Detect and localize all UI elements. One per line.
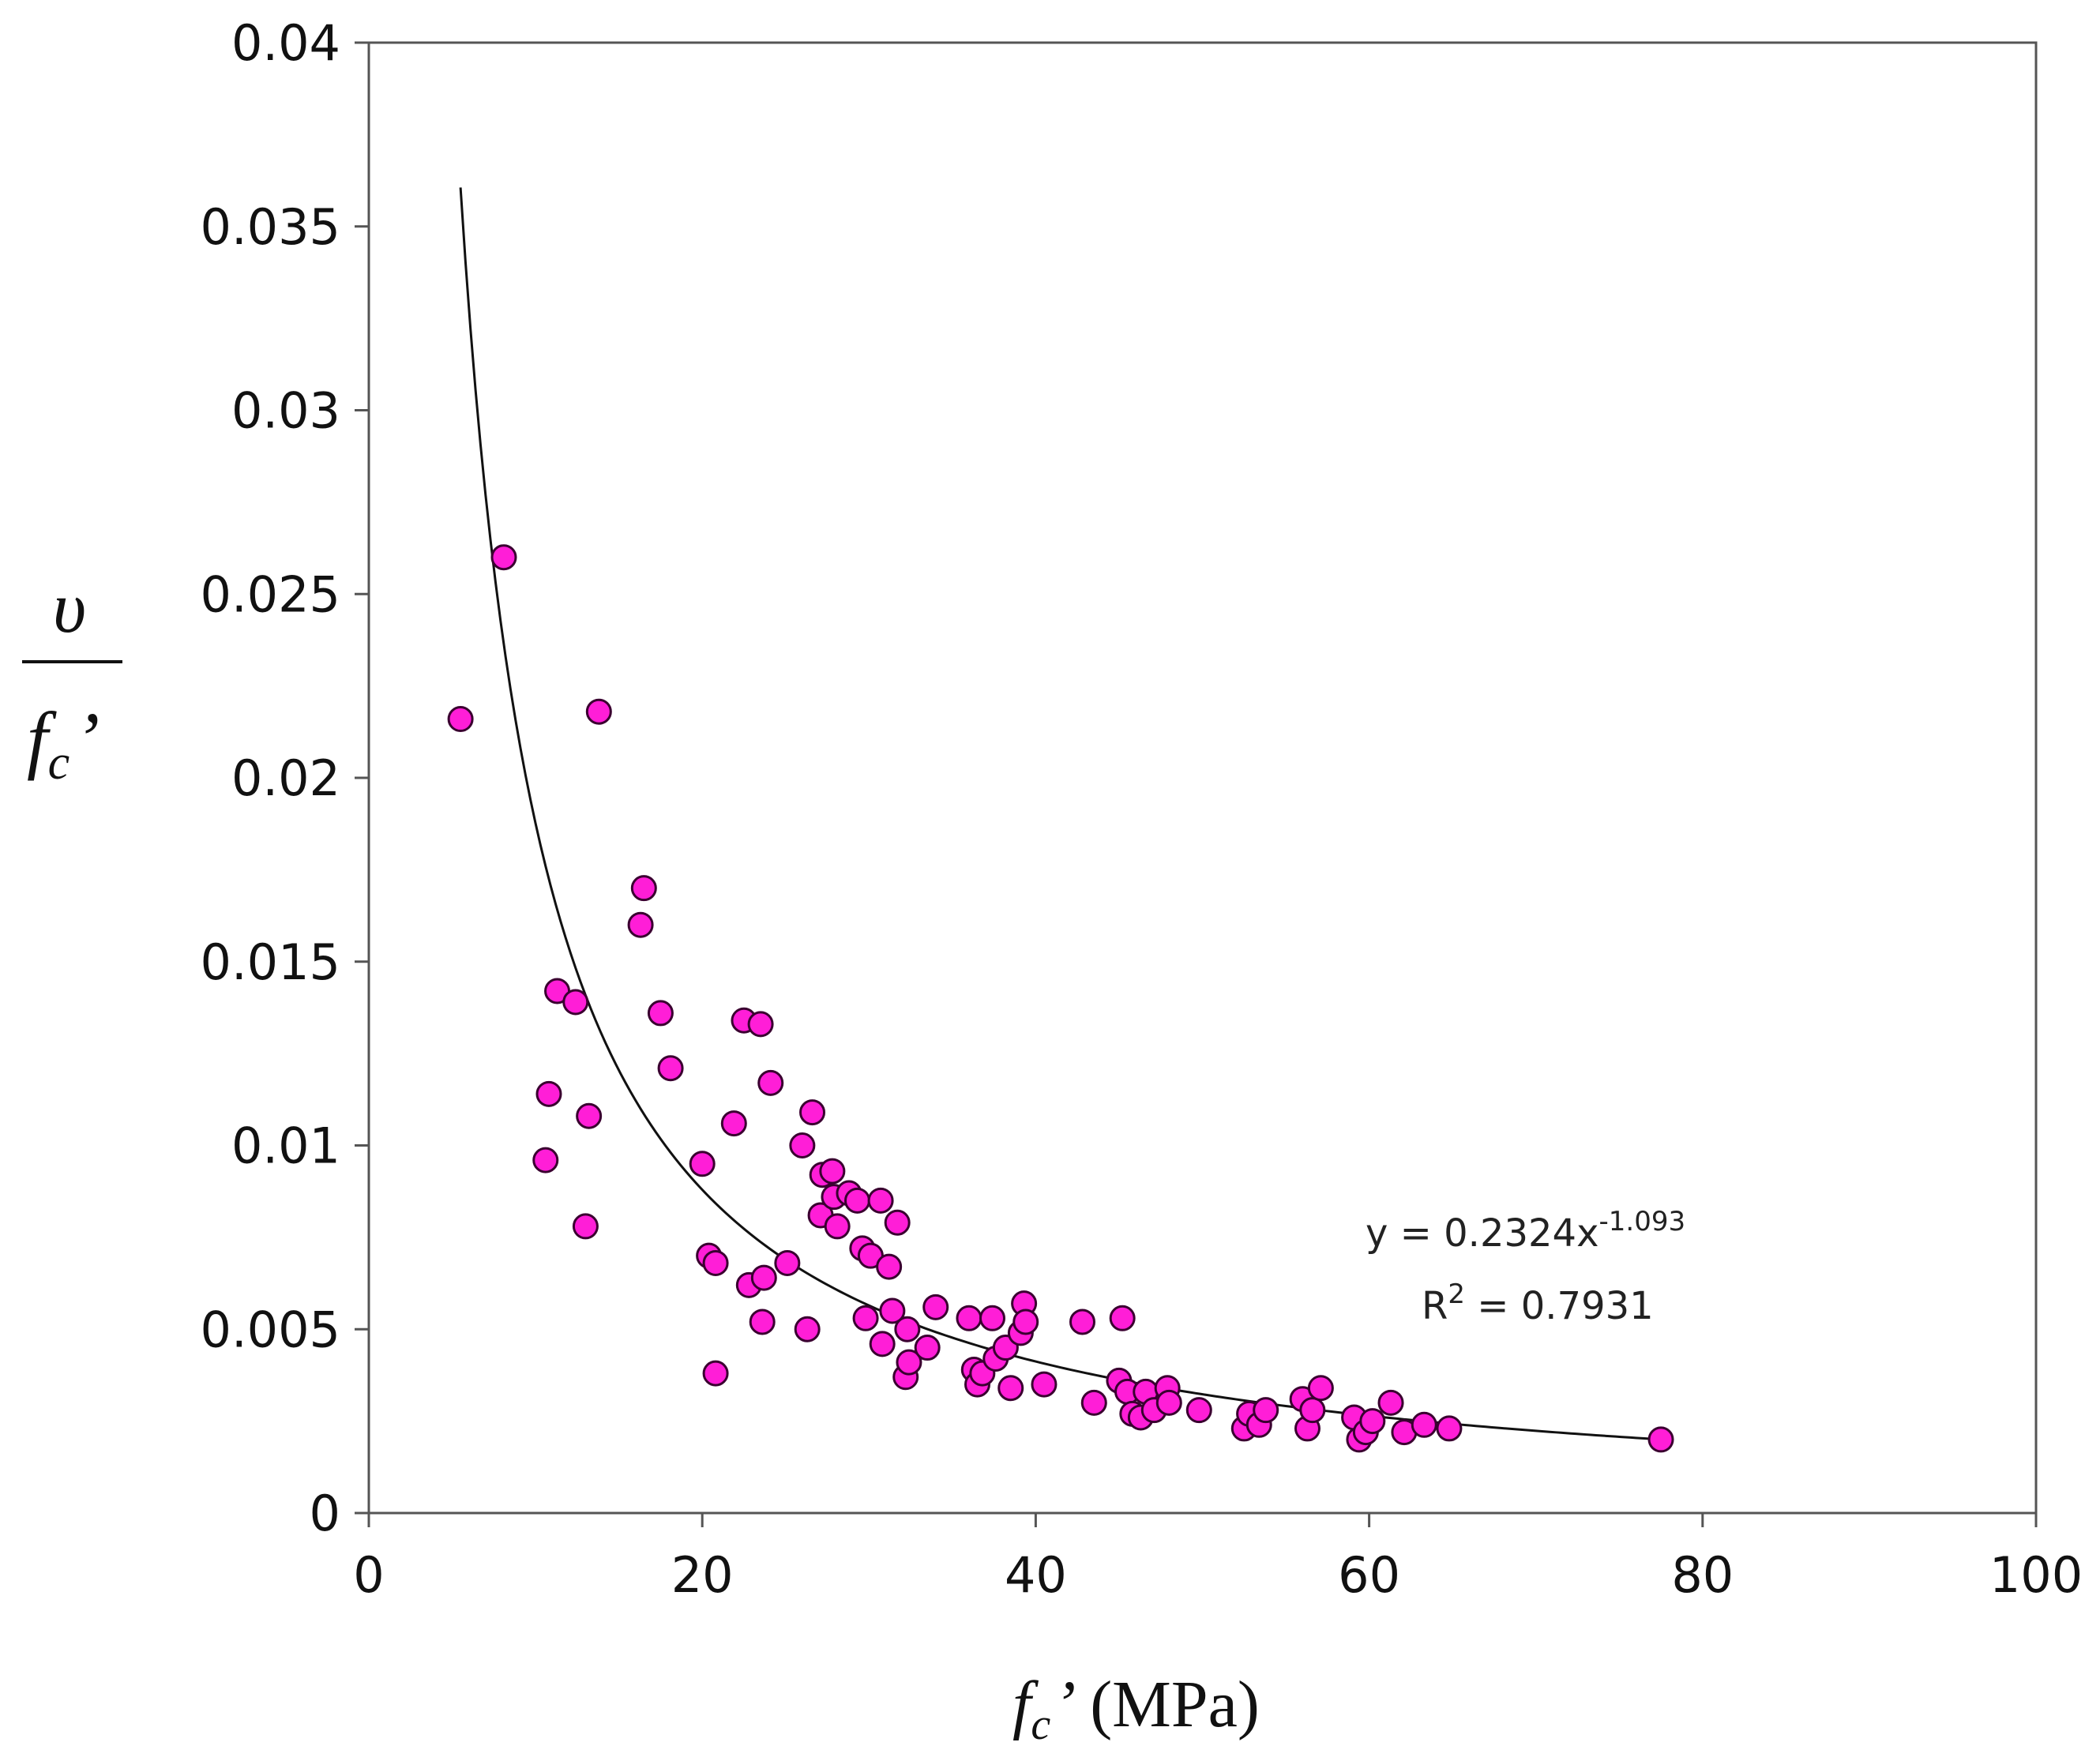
data-point [490, 544, 517, 571]
data-point [1109, 1305, 1136, 1331]
data-point [1359, 1408, 1386, 1435]
data-point [794, 1316, 821, 1342]
data-point [702, 1360, 729, 1387]
data-point [1647, 1426, 1674, 1453]
data-point [819, 1158, 846, 1185]
equation-prefix: y = 0.2324x [1366, 1211, 1599, 1256]
data-point [852, 1305, 879, 1331]
data-point [657, 1055, 684, 1082]
data-point [562, 989, 589, 1016]
x-tick-label: 40 [1005, 1546, 1067, 1604]
data-point [535, 1080, 562, 1107]
data-point [1253, 1397, 1279, 1424]
y-axis-title: υ fc’ [22, 567, 122, 790]
data-point [1031, 1371, 1058, 1398]
y-tick-label: 0.02 [231, 749, 340, 807]
data-point [757, 1069, 784, 1096]
r2-exponent: 2 [1448, 1279, 1465, 1310]
r2-value: = 0.7931 [1465, 1284, 1654, 1328]
x-tick-label: 20 [671, 1546, 734, 1604]
data-point [1436, 1415, 1463, 1442]
data-point [585, 698, 612, 725]
data-point [750, 1264, 777, 1291]
y-tick-label: 0.035 [201, 198, 341, 256]
data-point [914, 1335, 941, 1361]
y-tick-label: 0.015 [201, 933, 341, 991]
data-point [747, 1011, 774, 1038]
data-point [1411, 1411, 1437, 1438]
y-tick-label: 0.03 [231, 382, 340, 440]
y-tick-label: 0.01 [231, 1117, 340, 1175]
data-points [447, 544, 1674, 1453]
y-axis-denominator-prime: ’ [74, 697, 100, 781]
data-point [956, 1305, 982, 1331]
data-point [1377, 1389, 1404, 1416]
x-axis-subscript: c [1031, 1700, 1050, 1749]
data-point [879, 1297, 906, 1324]
y-axis-denominator: fc’ [27, 697, 100, 790]
data-point [1012, 1309, 1039, 1335]
data-point [896, 1349, 922, 1376]
data-point [1185, 1397, 1212, 1424]
trendline-equation: y = 0.2324x-1.093 [1366, 1206, 1685, 1256]
data-point [894, 1316, 921, 1342]
data-point [1307, 1375, 1334, 1402]
r2-prefix: R [1422, 1284, 1448, 1328]
y-tick-label: 0.005 [201, 1301, 341, 1358]
data-point [702, 1249, 729, 1276]
data-point [576, 1102, 603, 1129]
data-point [876, 1253, 903, 1280]
data-point [824, 1213, 851, 1240]
data-point [447, 706, 474, 733]
data-point [532, 1147, 559, 1173]
data-point [1155, 1389, 1182, 1416]
y-axis-numerator: υ [53, 567, 86, 648]
data-point [689, 1151, 716, 1177]
x-tick-label: 100 [1989, 1546, 2083, 1604]
x-tick-label: 60 [1338, 1546, 1400, 1604]
data-point [997, 1375, 1024, 1402]
data-point [627, 911, 654, 938]
data-point [867, 1187, 894, 1214]
x-axis-unit: (MPa) [1090, 1668, 1260, 1741]
data-point [799, 1099, 826, 1126]
data-point [720, 1110, 747, 1137]
x-tick-label: 0 [353, 1546, 384, 1604]
y-tick-labels: 0 0.005 0.01 0.015 0.02 0.025 0.03 0.035 0.04 [201, 14, 341, 1542]
trendline-r-squared: R2 = 0.7931 [1422, 1279, 1654, 1328]
x-tick-label: 80 [1671, 1546, 1734, 1604]
data-point [844, 1187, 871, 1214]
axis-ticks [355, 41, 2038, 1527]
data-point [1069, 1309, 1096, 1335]
data-point [630, 875, 657, 902]
equation-exponent: -1.093 [1599, 1206, 1686, 1237]
x-axis-prime: ’ [1054, 1668, 1076, 1741]
x-tick-labels: 0 20 40 60 80 100 [353, 1546, 2083, 1604]
data-point [869, 1331, 896, 1357]
y-tick-label: 0.025 [201, 565, 341, 623]
data-point [789, 1132, 816, 1158]
data-point [1080, 1389, 1107, 1416]
data-point [1299, 1397, 1326, 1424]
data-point [647, 1000, 674, 1027]
y-tick-label: 0 [310, 1485, 340, 1542]
data-point [979, 1305, 1006, 1331]
data-point [774, 1249, 801, 1276]
data-point [749, 1309, 776, 1335]
data-point [884, 1209, 911, 1236]
y-tick-label: 0.04 [231, 14, 340, 72]
data-point [922, 1294, 949, 1320]
y-axis-denominator-subscript: c [48, 736, 70, 790]
data-point [572, 1213, 599, 1240]
